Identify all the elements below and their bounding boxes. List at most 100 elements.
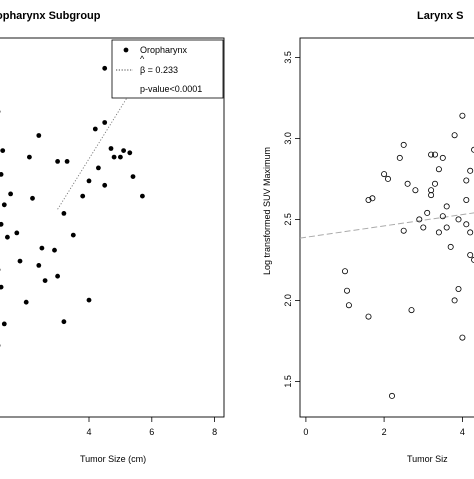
oropharynx-data-point	[36, 133, 41, 138]
oropharynx-data-point	[24, 300, 29, 305]
oropharynx-title: opharynx Subgroup	[0, 10, 101, 22]
larynx-data-point	[452, 133, 457, 138]
larynx-data-point	[429, 193, 434, 198]
larynx-panel: Larynx S 0 2 4 1.5 2.0 2.5 3.0 3.5 Tumor Siz L…	[262, 10, 474, 464]
larynx-points	[342, 113, 474, 398]
oropharynx-x-tick-label: 4	[86, 427, 91, 437]
oropharynx-data-point	[102, 66, 107, 71]
larynx-data-point	[405, 181, 410, 186]
larynx-x-axis-title: Tumor Siz	[407, 454, 448, 464]
larynx-data-point	[432, 181, 437, 186]
larynx-data-point	[468, 252, 473, 257]
larynx-data-point	[436, 230, 441, 235]
oropharynx-data-point	[0, 285, 4, 290]
oropharynx-data-point	[52, 248, 57, 253]
larynx-y-tick-label: 1.5	[283, 375, 293, 388]
oropharynx-data-point	[96, 166, 101, 171]
larynx-data-point	[389, 393, 394, 398]
oropharynx-data-point	[8, 192, 13, 197]
larynx-data-point	[409, 308, 414, 313]
oropharynx-data-point	[14, 231, 19, 236]
legend-pvalue-label: p-value<0.0001	[140, 84, 202, 94]
larynx-plot-frame	[300, 38, 474, 417]
oropharynx-data-point	[87, 179, 92, 184]
larynx-data-point	[346, 303, 351, 308]
larynx-data-point	[421, 225, 426, 230]
oropharynx-data-point	[0, 222, 4, 227]
larynx-data-point	[344, 288, 349, 293]
oropharynx-data-point	[102, 120, 107, 125]
oropharynx-fit-line	[58, 91, 132, 210]
larynx-x-tick-label: 0	[303, 427, 308, 437]
larynx-data-point	[464, 222, 469, 227]
larynx-title: Larynx S	[417, 10, 463, 22]
oropharynx-data-point	[87, 298, 92, 303]
larynx-data-point	[468, 230, 473, 235]
larynx-data-point	[413, 188, 418, 193]
oropharynx-data-point	[93, 127, 98, 132]
oropharynx-data-point	[102, 183, 107, 188]
larynx-data-point	[452, 298, 457, 303]
larynx-data-point	[440, 155, 445, 160]
oropharynx-x-tick-label: 6	[149, 427, 154, 437]
larynx-data-point	[456, 286, 461, 291]
larynx-data-point	[444, 204, 449, 209]
larynx-data-point	[397, 155, 402, 160]
larynx-y-tick-label: 2.5	[283, 213, 293, 226]
oropharynx-data-point	[121, 148, 126, 153]
oropharynx-data-point	[109, 146, 114, 151]
larynx-y-tick-label: 3.5	[283, 51, 293, 64]
oropharynx-data-point	[140, 194, 145, 199]
oropharynx-data-point	[30, 196, 35, 201]
larynx-data-point	[440, 214, 445, 219]
oropharynx-data-point	[40, 246, 45, 251]
larynx-x-ticks: 0 2 4	[303, 417, 465, 437]
larynx-data-point	[382, 172, 387, 177]
legend-beta-label: β = 0.233	[140, 65, 178, 75]
oropharynx-data-point	[2, 322, 7, 327]
larynx-x-tick-label: 2	[382, 427, 387, 437]
oropharynx-points	[0, 66, 145, 348]
oropharynx-data-point	[5, 235, 10, 240]
oropharynx-data-point	[118, 155, 123, 160]
larynx-data-point	[342, 269, 347, 274]
legend-oropharynx-label: Oropharynx	[140, 45, 188, 55]
larynx-data-point	[366, 314, 371, 319]
larynx-data-point	[460, 113, 465, 118]
oropharynx-x-axis-title: Tumor Size (cm)	[80, 454, 146, 464]
larynx-y-tick-label: 3.0	[283, 132, 293, 145]
oropharynx-data-point	[112, 155, 117, 160]
larynx-data-point	[444, 225, 449, 230]
oropharynx-data-point	[65, 159, 70, 164]
larynx-data-point	[425, 210, 430, 215]
larynx-y-tick-label: 2.0	[283, 294, 293, 307]
larynx-data-point	[468, 168, 473, 173]
oropharynx-data-point	[0, 148, 5, 153]
larynx-data-point	[456, 217, 461, 222]
oropharynx-data-point	[71, 233, 76, 238]
legend-oropharynx-marker	[124, 48, 129, 53]
oropharynx-data-point	[36, 263, 41, 268]
larynx-data-point	[464, 178, 469, 183]
larynx-data-point	[401, 228, 406, 233]
oropharynx-data-point	[0, 172, 4, 177]
larynx-y-axis-title: Log transformed SUV Maximum	[262, 147, 272, 275]
larynx-data-point	[429, 152, 434, 157]
larynx-data-point	[464, 197, 469, 202]
oropharynx-data-point	[43, 278, 48, 283]
larynx-data-point	[385, 176, 390, 181]
oropharynx-data-point	[2, 202, 7, 207]
oropharynx-data-point	[62, 211, 67, 216]
oropharynx-data-point	[55, 159, 60, 164]
oropharynx-data-point	[55, 274, 60, 279]
oropharynx-data-point	[80, 194, 85, 199]
larynx-data-point	[436, 167, 441, 172]
oropharynx-legend: Oropharynx ^ β = 0.233 p-value<0.0001	[112, 40, 223, 98]
larynx-data-point	[448, 244, 453, 249]
larynx-x-tick-label: 4	[460, 427, 465, 437]
oropharynx-data-point	[127, 150, 132, 155]
